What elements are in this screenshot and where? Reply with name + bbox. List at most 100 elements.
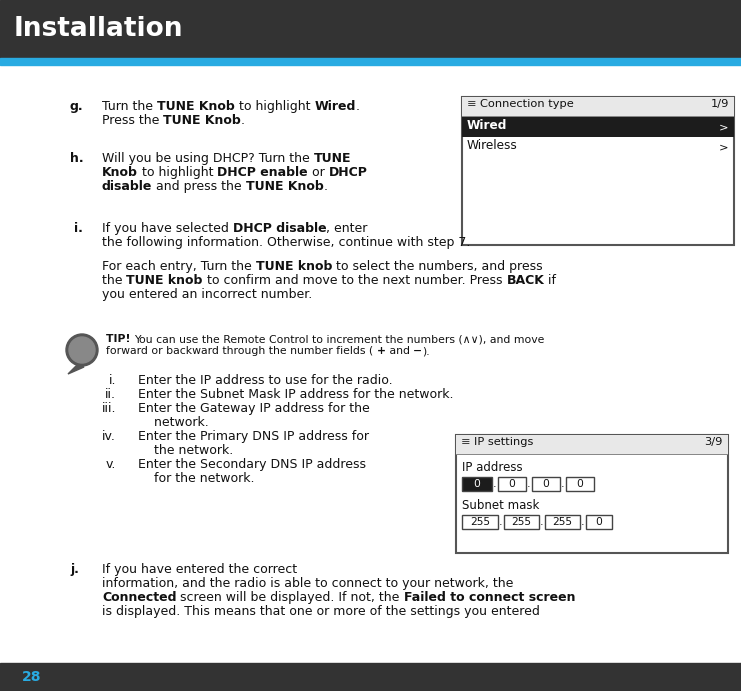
Bar bbox=[456, 435, 728, 553]
Text: iv.: iv. bbox=[102, 430, 116, 443]
Text: iii.: iii. bbox=[102, 402, 116, 415]
Text: BACK: BACK bbox=[506, 274, 544, 287]
Bar bbox=[462, 477, 492, 491]
Text: 255: 255 bbox=[511, 517, 531, 527]
Circle shape bbox=[66, 334, 98, 366]
Bar bbox=[462, 515, 498, 529]
Text: Wired: Wired bbox=[467, 119, 508, 132]
Bar bbox=[566, 477, 594, 491]
Bar bbox=[504, 515, 539, 529]
Text: to highlight: to highlight bbox=[138, 166, 217, 179]
Bar bbox=[532, 477, 560, 491]
Text: TUNE knob: TUNE knob bbox=[256, 260, 332, 273]
Text: Enter the Primary DNS IP address for: Enter the Primary DNS IP address for bbox=[138, 430, 369, 443]
Bar bbox=[462, 97, 734, 245]
Text: Installation: Installation bbox=[14, 16, 184, 42]
Text: 3/9: 3/9 bbox=[705, 437, 723, 447]
Text: forward or backward through the number fields (: forward or backward through the number f… bbox=[106, 346, 376, 356]
Text: ).: ). bbox=[422, 346, 430, 356]
Text: to confirm and move to the next number. Press: to confirm and move to the next number. … bbox=[203, 274, 506, 287]
Bar bbox=[545, 515, 580, 529]
Text: 1/9: 1/9 bbox=[711, 99, 729, 109]
Text: to select the numbers, and press: to select the numbers, and press bbox=[332, 260, 542, 273]
Text: Press the: Press the bbox=[102, 114, 163, 127]
Text: If you have entered the correct: If you have entered the correct bbox=[102, 563, 297, 576]
Text: DHCP enable: DHCP enable bbox=[217, 166, 308, 179]
Text: 0: 0 bbox=[473, 479, 480, 489]
Polygon shape bbox=[68, 364, 84, 374]
Text: j.: j. bbox=[70, 563, 79, 576]
Bar bbox=[498, 477, 526, 491]
Text: .: . bbox=[493, 479, 496, 489]
Text: and: and bbox=[385, 346, 413, 356]
Text: .: . bbox=[527, 479, 531, 489]
Text: Turn the: Turn the bbox=[102, 100, 157, 113]
Text: 0: 0 bbox=[542, 479, 549, 489]
Text: Connected: Connected bbox=[102, 591, 176, 604]
Text: .: . bbox=[540, 517, 544, 527]
Text: Connection type: Connection type bbox=[480, 99, 574, 109]
Text: Enter the Subnet Mask IP address for the network.: Enter the Subnet Mask IP address for the… bbox=[138, 388, 453, 401]
Bar bbox=[0, 663, 741, 691]
Text: IP address: IP address bbox=[462, 461, 522, 474]
Bar bbox=[462, 97, 734, 117]
Text: if: if bbox=[544, 274, 556, 287]
Bar bbox=[586, 515, 612, 529]
Text: information, and the radio is able to connect to your network, the: information, and the radio is able to co… bbox=[102, 577, 514, 590]
Text: TUNE Knob: TUNE Knob bbox=[157, 100, 235, 113]
Circle shape bbox=[69, 337, 95, 363]
Text: 0: 0 bbox=[576, 479, 583, 489]
Text: .: . bbox=[581, 517, 585, 527]
Text: −: − bbox=[413, 346, 422, 356]
Text: ≡: ≡ bbox=[461, 437, 471, 447]
Bar bbox=[456, 453, 728, 455]
Text: 255: 255 bbox=[470, 517, 490, 527]
Text: g.: g. bbox=[70, 100, 84, 113]
Text: .: . bbox=[324, 180, 328, 193]
Text: Subnet mask: Subnet mask bbox=[462, 499, 539, 512]
Text: .: . bbox=[356, 100, 359, 113]
Text: >: > bbox=[718, 142, 728, 152]
Text: DHCP disable: DHCP disable bbox=[233, 222, 327, 235]
Text: h.: h. bbox=[70, 152, 84, 165]
Text: .: . bbox=[561, 479, 565, 489]
Text: i.: i. bbox=[74, 222, 83, 235]
Text: for the network.: for the network. bbox=[138, 472, 254, 485]
Text: 0: 0 bbox=[596, 517, 602, 527]
Text: Will you be using DHCP? Turn the: Will you be using DHCP? Turn the bbox=[102, 152, 313, 165]
Text: ii.: ii. bbox=[105, 388, 116, 401]
Bar bbox=[462, 117, 734, 137]
Bar bbox=[0, 58, 741, 65]
Text: Knob: Knob bbox=[102, 166, 138, 179]
Text: disable: disable bbox=[102, 180, 153, 193]
Text: Enter the IP address to use for the radio.: Enter the IP address to use for the radi… bbox=[138, 374, 393, 387]
Text: Enter the Secondary DNS IP address: Enter the Secondary DNS IP address bbox=[138, 458, 366, 471]
Text: Wired: Wired bbox=[314, 100, 356, 113]
Text: and press the: and press the bbox=[153, 180, 246, 193]
Text: +: + bbox=[376, 346, 385, 356]
Text: the network.: the network. bbox=[138, 444, 233, 457]
Text: TUNE Knob: TUNE Knob bbox=[246, 180, 324, 193]
Text: network.: network. bbox=[138, 416, 209, 429]
Text: TIP!: TIP! bbox=[106, 334, 134, 344]
Bar bbox=[462, 115, 734, 117]
Text: ≡: ≡ bbox=[467, 99, 476, 109]
Bar bbox=[456, 435, 728, 455]
Text: is displayed. This means that one or more of the settings you entered: is displayed. This means that one or mor… bbox=[102, 605, 540, 618]
Text: TUNE Knob: TUNE Knob bbox=[163, 114, 241, 127]
Text: the following information. Otherwise, continue with step 7.: the following information. Otherwise, co… bbox=[102, 236, 471, 249]
Text: or: or bbox=[308, 166, 329, 179]
Text: >: > bbox=[718, 122, 728, 132]
Text: If you have selected: If you have selected bbox=[102, 222, 233, 235]
Text: .: . bbox=[241, 114, 245, 127]
Text: You can use the Remote Control to increment the numbers (∧∨), and move: You can use the Remote Control to increm… bbox=[134, 334, 545, 344]
Text: to highlight: to highlight bbox=[235, 100, 314, 113]
Text: Wireless: Wireless bbox=[467, 139, 518, 152]
Text: 0: 0 bbox=[508, 479, 516, 489]
Text: 28: 28 bbox=[22, 670, 41, 684]
Text: 255: 255 bbox=[553, 517, 573, 527]
Text: TUNE knob: TUNE knob bbox=[127, 274, 203, 287]
Text: you entered an incorrect number.: you entered an incorrect number. bbox=[102, 288, 312, 301]
Text: IP settings: IP settings bbox=[474, 437, 534, 447]
Text: , enter: , enter bbox=[327, 222, 368, 235]
